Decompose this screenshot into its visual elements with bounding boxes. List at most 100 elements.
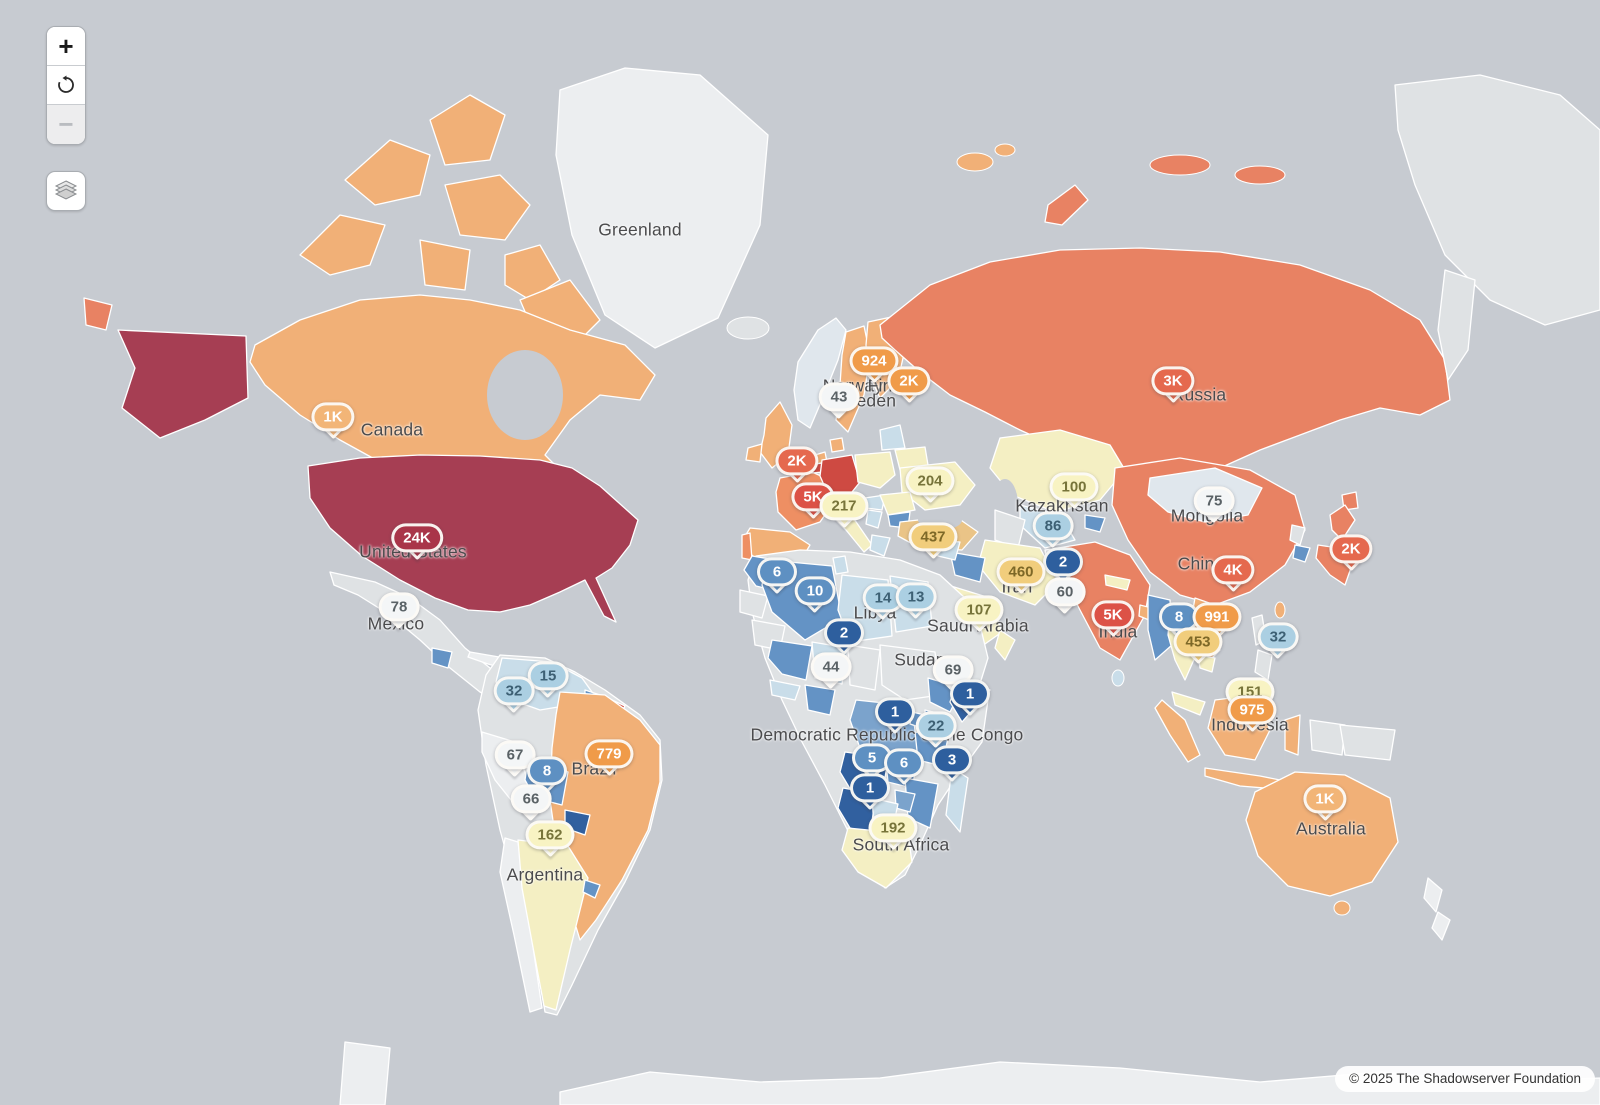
marker-value: 44: [822, 658, 840, 676]
marker-value: 2K: [787, 452, 807, 470]
marker-value: 6: [772, 563, 782, 581]
marker-value: 66: [522, 790, 540, 808]
marker-value: 3K: [1163, 372, 1183, 390]
marker-value: 24K: [403, 529, 431, 547]
map-marker[interactable]: 13: [895, 582, 937, 620]
reset-icon: [56, 75, 76, 95]
country-label: Greenland: [598, 219, 682, 240]
marker-value: 1: [890, 703, 900, 721]
marker-value: 3: [947, 751, 957, 769]
map-marker[interactable]: 162: [525, 820, 575, 858]
map-marker[interactable]: 100: [1049, 472, 1099, 510]
marker-value: 8: [542, 762, 552, 780]
marker-value: 69: [944, 661, 962, 679]
marker-value: 75: [1205, 492, 1223, 510]
map-marker[interactable]: 10: [794, 576, 836, 614]
marker-value: 86: [1044, 517, 1062, 535]
marker-value: 975: [1239, 701, 1265, 719]
map-marker[interactable]: 779: [584, 739, 634, 777]
marker-value: 5K: [1103, 606, 1123, 624]
map-marker[interactable]: 22: [915, 711, 957, 749]
map-marker[interactable]: 4K: [1211, 555, 1255, 593]
country-label: Argentina: [506, 864, 584, 885]
marker-value: 60: [1056, 583, 1074, 601]
marker-value: 15: [539, 667, 557, 685]
map-marker[interactable]: 6: [757, 557, 797, 595]
marker-value: 453: [1185, 633, 1211, 651]
marker-value: 67: [506, 746, 524, 764]
map-marker[interactable]: 1: [875, 697, 915, 735]
map-marker[interactable]: 1: [950, 679, 990, 717]
marker-value: 1K: [1315, 790, 1335, 808]
map-marker[interactable]: 44: [810, 652, 852, 690]
country-label: Canada: [360, 419, 424, 440]
map-marker[interactable]: 75: [1193, 486, 1235, 524]
reset-view-button[interactable]: [47, 66, 85, 105]
map-marker[interactable]: 8: [527, 756, 567, 794]
marker-value: 32: [505, 682, 523, 700]
marker-value: 2: [839, 624, 849, 642]
map-marker[interactable]: 217: [819, 491, 869, 529]
map-marker[interactable]: 2K: [1329, 534, 1373, 572]
marker-value: 13: [907, 588, 925, 606]
map-marker[interactable]: 2K: [775, 446, 819, 484]
map-marker[interactable]: 6: [884, 748, 924, 786]
map-marker[interactable]: 24K: [391, 523, 443, 561]
marker-value: 4K: [1223, 561, 1243, 579]
marker-value: 437: [920, 528, 946, 546]
map-marker[interactable]: 2: [824, 618, 864, 656]
marker-value: 10: [806, 582, 824, 600]
map-zoom-controls: + −: [46, 26, 86, 145]
map-marker[interactable]: 437: [908, 522, 958, 560]
marker-value: 8: [1174, 608, 1184, 626]
map-marker[interactable]: 43: [818, 382, 860, 420]
map-marker[interactable]: 204: [905, 466, 955, 504]
marker-value: 192: [880, 819, 906, 837]
marker-value: 1K: [323, 408, 343, 426]
zoom-in-button[interactable]: +: [47, 27, 85, 66]
map-marker[interactable]: 15: [527, 661, 569, 699]
map-marker[interactable]: 192: [868, 813, 918, 851]
marker-value: 460: [1008, 563, 1034, 581]
map-marker[interactable]: 3K: [1151, 366, 1195, 404]
map-marker[interactable]: 60: [1044, 577, 1086, 615]
marker-value: 204: [917, 472, 943, 490]
marker-value: 1: [965, 685, 975, 703]
marker-value: 5: [867, 749, 877, 767]
map-marker[interactable]: 1K: [1303, 784, 1347, 822]
map-marker[interactable]: 1K: [311, 402, 355, 440]
map-marker[interactable]: 66: [510, 784, 552, 822]
map-marker[interactable]: 32: [493, 676, 535, 714]
map-marker[interactable]: 3: [932, 745, 972, 783]
marker-value: 14: [874, 589, 892, 607]
marker-value: 107: [966, 601, 992, 619]
map-marker[interactable]: 975: [1227, 695, 1277, 733]
layers-icon: [54, 178, 78, 205]
marker-value: 100: [1061, 478, 1087, 496]
attribution[interactable]: © 2025 The Shadowserver Foundation: [1335, 1066, 1595, 1092]
map-marker[interactable]: 453: [1173, 627, 1223, 665]
map-marker[interactable]: 2K: [887, 366, 931, 404]
country-label: Australia: [1296, 818, 1366, 839]
map-marker[interactable]: 78: [378, 592, 420, 630]
layers-button[interactable]: [46, 171, 86, 211]
marker-value: 1: [865, 779, 875, 797]
marker-value: 5K: [803, 488, 823, 506]
marker-value: 2K: [899, 372, 919, 390]
map-marker[interactable]: 86: [1032, 511, 1074, 549]
marker-value: 991: [1204, 608, 1230, 626]
marker-value: 162: [537, 826, 563, 844]
marker-value: 32: [1269, 628, 1287, 646]
map-marker[interactable]: 1: [850, 773, 890, 811]
map-marker[interactable]: 32: [1257, 622, 1299, 660]
map-marker[interactable]: 5K: [1091, 600, 1135, 638]
map-marker[interactable]: 107: [954, 595, 1004, 633]
marker-value: 779: [596, 745, 622, 763]
marker-value: 2K: [1341, 540, 1361, 558]
map-marker[interactable]: 2: [1043, 547, 1083, 585]
map-marker[interactable]: 460: [996, 557, 1046, 595]
zoom-out-button[interactable]: −: [47, 105, 85, 144]
marker-value: 78: [390, 598, 408, 616]
marker-value: 924: [861, 352, 887, 370]
